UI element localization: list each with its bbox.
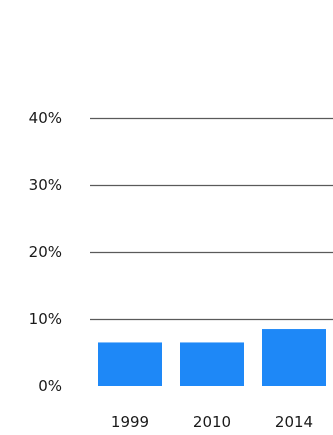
- gridlines: [90, 117, 333, 321]
- bar: [262, 329, 326, 386]
- y-tick-label: 0%: [38, 377, 62, 395]
- bars: [98, 329, 326, 386]
- x-tick-label: 2010: [193, 413, 231, 431]
- y-tick-label: 40%: [29, 109, 62, 127]
- y-tick-label: 30%: [29, 176, 62, 194]
- bar: [98, 342, 162, 386]
- y-tick-label: 20%: [29, 243, 62, 261]
- y-axis-tick-labels: 0% 10% 20% 30% 40%: [29, 109, 62, 395]
- y-tick-label: 10%: [29, 310, 62, 328]
- x-tick-label: 2014: [275, 413, 313, 431]
- x-tick-label: 1999: [111, 413, 149, 431]
- x-axis-tick-labels: 1999 2010 2014: [111, 413, 313, 431]
- bar: [180, 342, 244, 386]
